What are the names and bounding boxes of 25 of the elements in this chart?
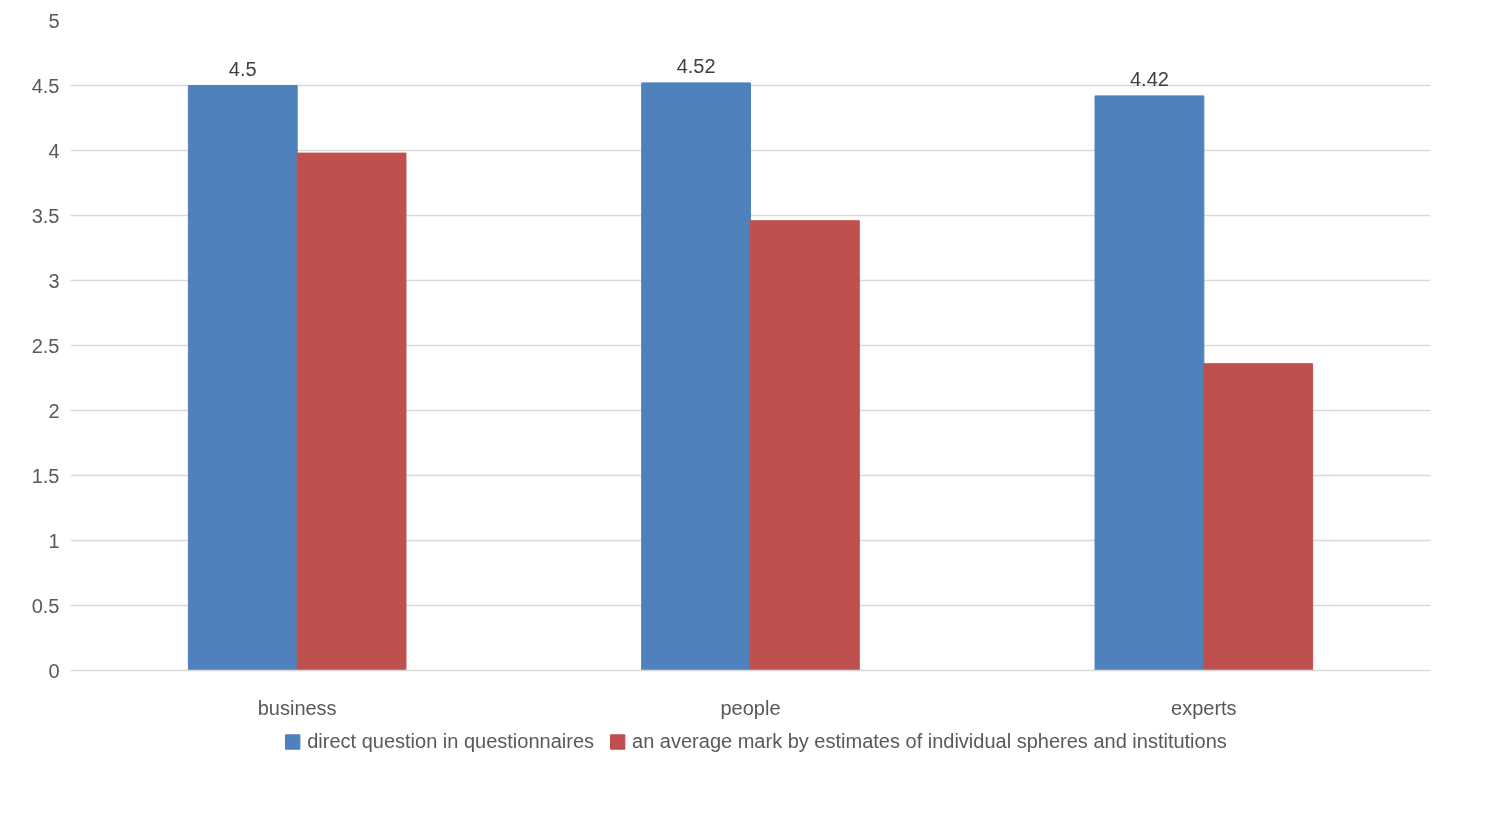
y-tick-label: 0 bbox=[48, 659, 60, 682]
y-tick-label: 3.5 bbox=[31, 204, 60, 227]
data-label: 4.42 bbox=[1129, 67, 1169, 90]
data-label: 4.5 bbox=[228, 57, 257, 80]
legend-label: direct question in questionnaires bbox=[307, 729, 595, 753]
y-tick-label: 1 bbox=[48, 529, 60, 552]
legend-label: an average mark by estimates of individual spheres and institutions bbox=[632, 729, 1227, 753]
y-tick-label: 5 bbox=[48, 9, 60, 32]
y-tick-label: 0.5 bbox=[31, 594, 60, 617]
y-tick-label: 2.5 bbox=[31, 334, 60, 357]
bar bbox=[187, 85, 298, 671]
bar bbox=[1203, 363, 1314, 671]
y-tick-label: 3 bbox=[48, 269, 60, 292]
bar bbox=[750, 220, 860, 671]
y-tick-label: 4.5 bbox=[31, 74, 60, 97]
bar bbox=[641, 82, 751, 671]
x-tick-label: business bbox=[257, 696, 337, 719]
data-label: 4.52 bbox=[676, 54, 716, 77]
y-tick-label: 2 bbox=[48, 399, 60, 422]
y-tick-label: 1.5 bbox=[31, 464, 60, 487]
bar bbox=[1094, 95, 1205, 671]
bar bbox=[296, 152, 407, 671]
x-tick-label: people bbox=[720, 696, 781, 719]
y-tick-label: 4 bbox=[48, 139, 60, 162]
x-tick-label: experts bbox=[1171, 696, 1237, 719]
